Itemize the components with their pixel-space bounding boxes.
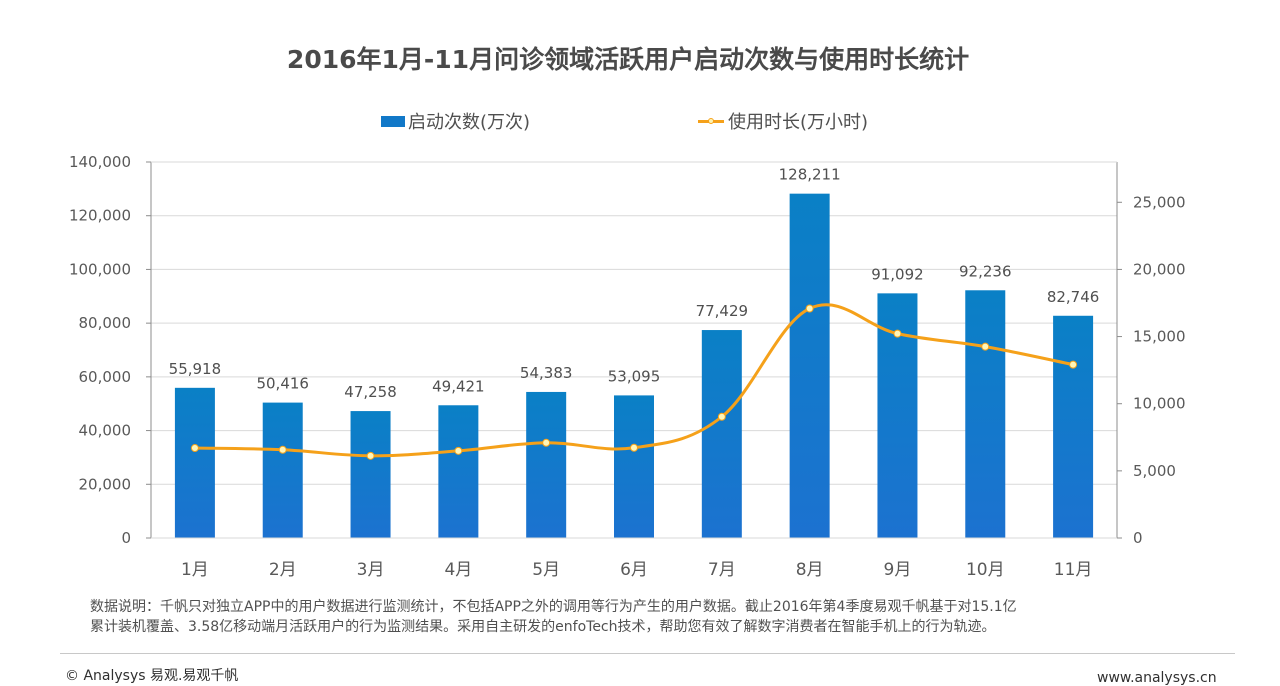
legend-item-duration: 使用时长(万小时) [698, 108, 868, 134]
bar-data-label: 91,092 [871, 265, 924, 283]
line-point [1069, 360, 1078, 369]
x-axis-category-label: 8月 [796, 560, 824, 580]
bar [174, 387, 215, 538]
footer-divider [60, 653, 1235, 654]
left-axis-tick-label: 100,000 [69, 260, 131, 278]
bar-data-label: 128,211 [779, 166, 841, 184]
bar-data-label: 55,918 [169, 360, 222, 378]
bar-data-label: 47,258 [344, 383, 397, 401]
bar-data-label: 50,416 [256, 375, 309, 393]
line-point [366, 451, 375, 460]
x-axis-category-label: 10月 [966, 560, 1005, 580]
legend-label-duration: 使用时长(万小时) [728, 112, 869, 133]
chart-legend: 启动次数(万次) 使用时长(万小时) [0, 108, 1280, 138]
line-point [630, 443, 638, 452]
bar [701, 330, 742, 538]
bar-data-label: 49,421 [432, 377, 485, 395]
x-axis-category-label: 6月 [620, 560, 648, 580]
bar [1053, 315, 1094, 538]
left-axis-tick-label: 140,000 [69, 153, 131, 171]
x-axis-category-label: 5月 [532, 560, 560, 580]
right-axis-tick-label: 5,000 [1133, 462, 1176, 480]
line-marker-swatch-icon [698, 115, 724, 127]
data-note-line-1: 数据说明：千帆只对独立APP中的用户数据进行监测统计，不包括APP之外的调用等行… [90, 599, 1017, 615]
combo-chart: 0 20,000 40,000 60,000 80,000 100,000 120,000 1… [69, 153, 1186, 580]
line-point [278, 445, 287, 454]
bar [965, 290, 1006, 538]
line-point [805, 304, 814, 313]
line-point [981, 342, 990, 351]
labels: 0 20,000 40,000 60,000 80,000 100,000 120,000 1… [69, 153, 1186, 580]
duration-line [194, 303, 1074, 458]
x-axis-category-label: 7月 [708, 560, 736, 580]
bar [438, 405, 479, 538]
bar [789, 193, 830, 539]
right-axis-tick-label: 10,000 [1133, 395, 1186, 413]
bar-data-label: 82,746 [1047, 288, 1100, 306]
left-axis-tick-label: 60,000 [79, 368, 132, 386]
x-axis-category-label: 11月 [1054, 560, 1093, 580]
left-axis-tick-label: 120,000 [69, 207, 131, 225]
bar-series [174, 193, 1094, 539]
x-axis-category-label: 2月 [269, 560, 297, 580]
legend-label-launches: 启动次数(万次) [408, 112, 531, 133]
line-series [190, 303, 1078, 460]
bar-data-label: 92,236 [959, 262, 1012, 280]
legend-item-launches: 启动次数(万次) [381, 108, 530, 134]
chart-title: 2016年1月-11月问诊领域活跃用户启动次数与使用时长统计 [286, 45, 970, 74]
footer-website: www.analysys.cn [1097, 670, 1217, 686]
bar [614, 395, 654, 538]
data-note: 数据说明：千帆只对独立APP中的用户数据进行监测统计，不包括APP之外的调用等行… [90, 597, 1190, 637]
left-axis-tick-label: 20,000 [79, 475, 132, 493]
bar [350, 411, 391, 538]
bar [262, 402, 303, 538]
line-point [542, 438, 551, 447]
line-point [893, 329, 902, 338]
right-axis-tick-label: 0 [1133, 529, 1143, 547]
right-axis-tick-label: 20,000 [1133, 260, 1186, 278]
x-axis-category-label: 1月 [181, 560, 209, 580]
x-axis-category-label: 9月 [884, 560, 912, 580]
data-note-line-2: 累计装机覆盖、3.58亿移动端月活跃用户的行为监测结果。采用自主研发的enfoT… [90, 619, 996, 635]
bar-swatch-icon [381, 115, 405, 127]
axes [146, 161, 1122, 539]
left-axis-tick-label: 80,000 [79, 314, 132, 332]
footer-copyright: © Analysys 易观.易观千帆 [65, 668, 239, 684]
right-axis-tick-label: 15,000 [1133, 328, 1186, 346]
line-point [717, 412, 726, 421]
x-axis-category-label: 4月 [444, 560, 472, 580]
bar [526, 391, 567, 538]
left-axis-tick-label: 40,000 [79, 422, 132, 440]
bar-data-label: 53,095 [608, 367, 661, 385]
bar-data-label: 54,383 [520, 364, 573, 382]
left-axis-tick-label: 0 [121, 529, 131, 547]
line-point [454, 446, 463, 455]
line-point [190, 444, 199, 453]
x-axis-category-label: 3月 [357, 560, 385, 580]
bar-data-label: 77,429 [696, 302, 749, 320]
right-axis-tick-label: 25,000 [1133, 193, 1186, 211]
